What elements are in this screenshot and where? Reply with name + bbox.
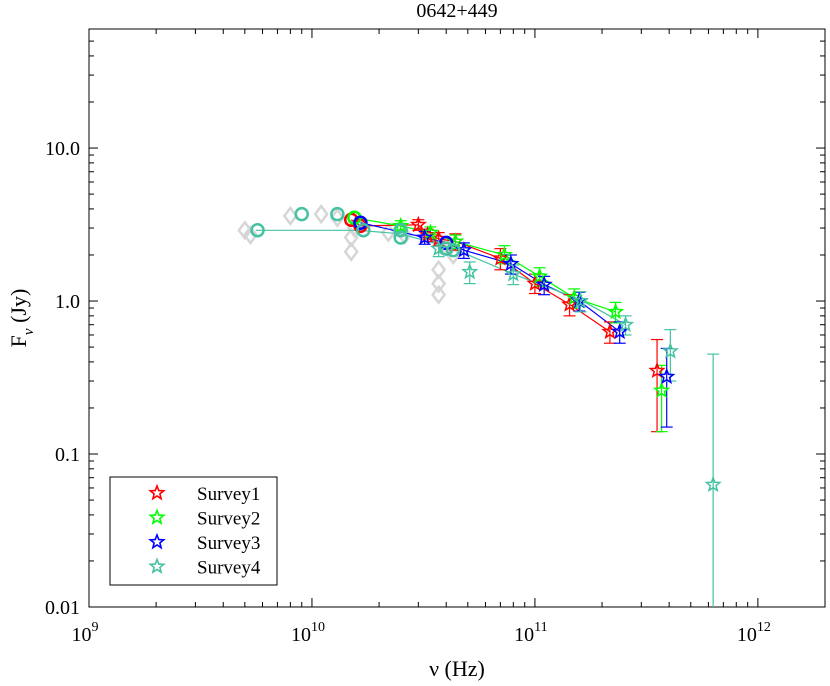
survey4-radio-point <box>294 206 310 222</box>
chart-title: 0642+449 <box>416 0 497 22</box>
x-tick-label: 1011 <box>514 620 547 646</box>
y-tick-label: 10.0 <box>45 138 80 160</box>
archive-point <box>431 259 447 280</box>
survey3-star-point <box>535 275 553 293</box>
survey2-star-point <box>653 381 671 398</box>
survey3-star-point <box>502 254 520 272</box>
survey4-radio-point <box>393 223 408 238</box>
archive-point <box>445 244 461 266</box>
survey3-radio-point <box>353 215 368 230</box>
x-tick-label: 1010 <box>291 620 325 646</box>
survey4-star-point <box>571 291 590 309</box>
x-tick-label: 109 <box>72 620 99 646</box>
survey4-star-point <box>430 239 448 257</box>
survey2-star-point <box>606 302 625 320</box>
legend: Survey1 Survey2 Survey3 Survey4 <box>109 476 278 586</box>
survey2-star-point <box>531 267 549 284</box>
legend-survey2-star-icon <box>148 508 166 525</box>
survey1-star-point <box>409 215 428 233</box>
legend-survey3-star-icon <box>148 532 166 550</box>
background-archive-points <box>237 204 461 305</box>
archive-point <box>329 207 345 228</box>
legend-survey1-star-icon <box>148 483 166 501</box>
y-axis-label: Fν (Jy) <box>6 289 37 348</box>
y-tick-label: 0.01 <box>45 597 80 619</box>
archive-point <box>313 204 329 225</box>
survey1-star-point <box>560 295 579 312</box>
survey4-radio-point <box>330 206 345 222</box>
survey1-line <box>350 219 611 333</box>
y-axis-label-unit: (Jy) <box>6 289 31 329</box>
axis-ticks: 109 1010 1011 1012 0.01 0.1 1.0 10.0 <box>45 28 826 646</box>
survey4-radio-point <box>438 241 454 256</box>
x-tick-label: 1012 <box>737 620 771 646</box>
legend-survey4-star-icon <box>148 557 166 574</box>
survey4-radio-point <box>393 230 408 245</box>
y-axis-label-main: F <box>6 335 31 347</box>
survey1-star-point <box>648 361 666 379</box>
archive-point <box>431 273 447 294</box>
y-axis-label-subscript: ν <box>21 328 37 335</box>
data-markers <box>250 206 722 493</box>
survey3-star-point <box>658 367 676 385</box>
archive-point <box>431 284 447 305</box>
survey4-star-point <box>461 262 479 280</box>
survey4-radio-point <box>445 242 461 258</box>
survey2-star-point <box>392 216 410 234</box>
survey4-star-point <box>704 475 722 493</box>
legend-survey1-label: Survey1 <box>197 484 260 505</box>
legend-survey3-label: Survey3 <box>197 533 260 554</box>
legend-survey2-label: Survey2 <box>197 509 260 530</box>
archive-point <box>343 241 359 262</box>
survey4-radio-point <box>250 223 265 238</box>
archive-point <box>242 224 259 246</box>
legend-survey4-label: Survey4 <box>197 558 261 579</box>
survey2-star-point <box>495 245 514 263</box>
survey1-star-point <box>526 274 544 292</box>
survey4-star-point <box>504 264 523 282</box>
y-tick-label: 0.1 <box>55 444 80 466</box>
survey4-star-point <box>616 315 635 333</box>
legend-box <box>109 476 278 586</box>
survey3-star-point <box>415 228 434 245</box>
x-axis-label: ν (Hz) <box>429 656 485 681</box>
survey4-radio-point <box>356 223 371 238</box>
survey3-star-point <box>611 322 629 340</box>
survey4-star-point <box>661 342 680 359</box>
y-tick-label: 1.0 <box>55 291 80 313</box>
archive-point <box>282 205 298 227</box>
